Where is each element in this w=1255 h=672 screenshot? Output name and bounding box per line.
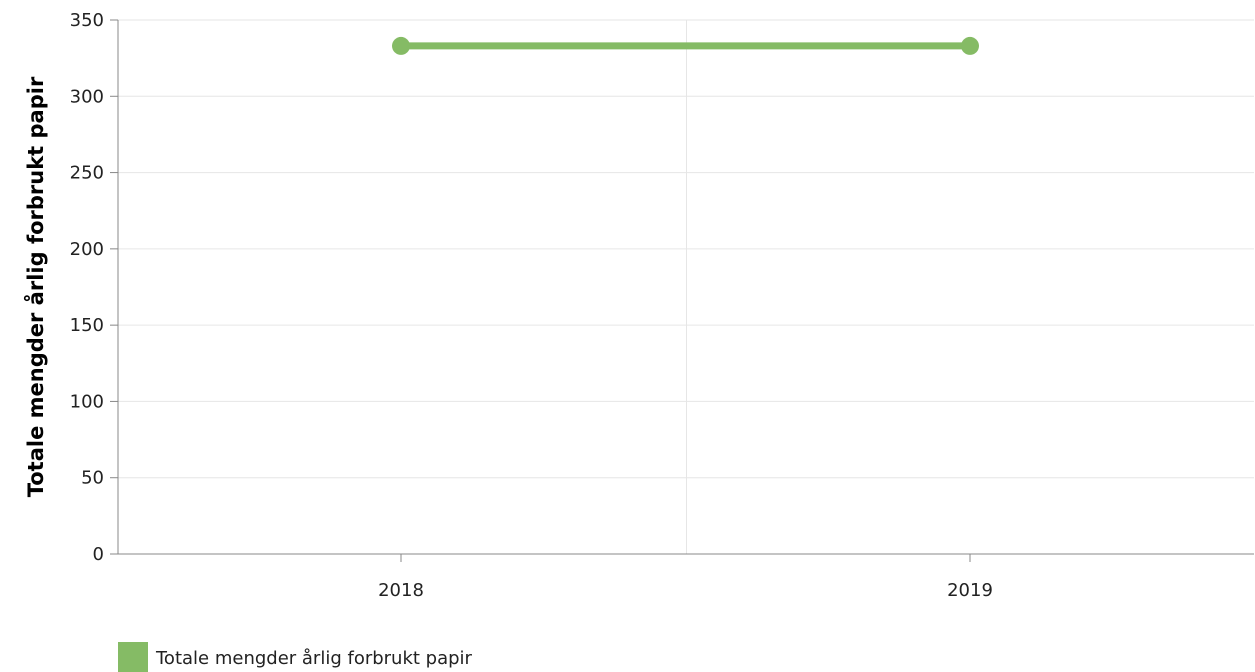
y-tick-label: 200 (70, 239, 104, 260)
x-tick-label: 2019 (947, 580, 993, 601)
data-point[interactable] (392, 36, 410, 55)
x-tick-label: 2018 (378, 580, 424, 601)
y-tick-label: 50 (81, 468, 104, 489)
x-tick-labels: 2018 2019 (378, 580, 993, 601)
legend-swatch (118, 642, 148, 672)
data-point[interactable] (961, 36, 979, 55)
axes (110, 19, 1254, 562)
y-tick-labels: 0 50 100 150 200 250 300 350 (70, 10, 104, 565)
y-tick-label: 300 (70, 86, 104, 107)
y-tick-label: 0 (93, 544, 104, 565)
legend[interactable]: Totale mengder årlig forbrukt papir (118, 642, 473, 672)
y-axis-title: Totale mengder årlig forbrukt papir (23, 76, 48, 497)
y-tick-label: 100 (70, 391, 104, 412)
y-tick-label: 250 (70, 163, 104, 184)
grid-lines (118, 19, 1254, 554)
y-tick-label: 350 (70, 10, 104, 31)
legend-label: Totale mengder årlig forbrukt papir (155, 648, 473, 669)
y-tick-label: 150 (70, 315, 104, 336)
series (392, 36, 979, 55)
